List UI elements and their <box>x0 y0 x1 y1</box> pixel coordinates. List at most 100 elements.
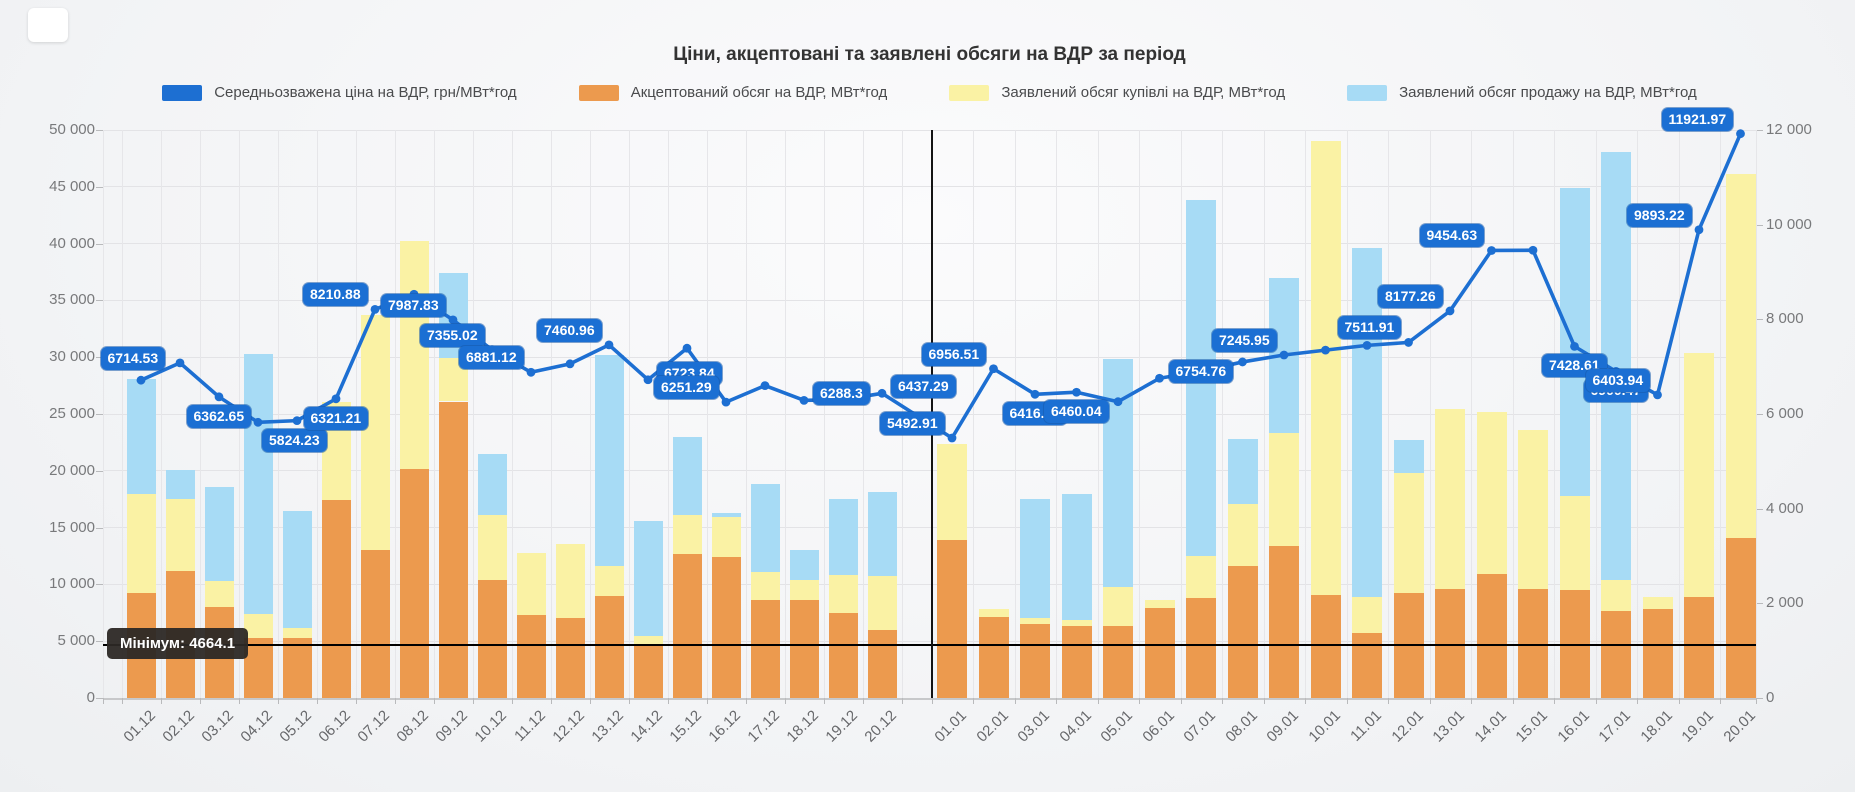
bar-sale-declared[interactable] <box>165 469 195 500</box>
bar-purchase-declared[interactable] <box>1642 596 1673 610</box>
price-point-label[interactable]: 6321.21 <box>303 406 369 430</box>
bar-purchase-declared[interactable] <box>978 609 1009 618</box>
bar-purchase-declared[interactable] <box>399 241 429 469</box>
bar-purchase-declared[interactable] <box>1103 586 1133 627</box>
price-point[interactable] <box>760 381 770 390</box>
bar-accepted[interactable] <box>1144 608 1175 698</box>
bar-accepted[interactable] <box>1310 594 1341 698</box>
legend-item-1[interactable]: Акцептований обсяг на ВДР, МВт*год <box>578 84 887 101</box>
bar-sale-declared[interactable] <box>633 520 663 636</box>
bar-accepted[interactable] <box>978 617 1009 698</box>
price-point[interactable] <box>1528 245 1538 255</box>
legend-item-price[interactable]: Середньозважена ціна на ВДР, грн/МВт*год <box>162 84 517 101</box>
bar-purchase-declared[interactable] <box>243 613 273 638</box>
bar-purchase-declared[interactable] <box>360 315 390 551</box>
bar-accepted[interactable] <box>711 557 741 698</box>
bar-accepted[interactable] <box>1518 588 1548 698</box>
bar-sale-declared[interactable] <box>126 378 156 494</box>
bar-sale-declared[interactable] <box>711 512 741 518</box>
price-point-label[interactable]: 6754.76 <box>1168 360 1234 384</box>
bar-accepted[interactable] <box>1476 574 1507 698</box>
price-point[interactable] <box>1694 225 1704 235</box>
price-point-label[interactable]: 9893.22 <box>1627 203 1692 227</box>
bar-accepted[interactable] <box>1061 626 1092 698</box>
price-point[interactable] <box>214 392 224 402</box>
price-point[interactable] <box>1072 387 1081 397</box>
bar-sale-declared[interactable] <box>1559 187 1590 496</box>
price-point[interactable] <box>370 304 380 314</box>
bar-purchase-declared[interactable] <box>1476 411 1507 575</box>
price-point-label[interactable]: 8177.26 <box>1378 284 1443 308</box>
price-point[interactable] <box>643 375 653 385</box>
price-point[interactable] <box>565 359 575 369</box>
bar-accepted[interactable] <box>750 600 780 698</box>
bar-accepted[interactable] <box>867 629 897 698</box>
bar-sale-declared[interactable] <box>750 484 780 572</box>
price-point[interactable] <box>1155 373 1164 383</box>
bar-purchase-declared[interactable] <box>282 627 312 638</box>
bar-accepted[interactable] <box>1227 566 1258 698</box>
bar-accepted[interactable] <box>399 468 429 698</box>
bar-sale-declared[interactable] <box>828 499 858 576</box>
bar-purchase-declared[interactable] <box>1352 596 1382 634</box>
price-point-label[interactable]: 7355.02 <box>420 323 485 347</box>
price-point-label[interactable]: 6714.53 <box>100 347 166 371</box>
price-point-label[interactable]: 6403.94 <box>1585 368 1651 392</box>
bar-accepted[interactable] <box>1020 624 1050 698</box>
price-point[interactable] <box>1030 389 1040 399</box>
bar-purchase-declared[interactable] <box>828 575 858 613</box>
price-point-label[interactable]: 7245.95 <box>1212 329 1277 353</box>
price-point[interactable] <box>947 433 957 443</box>
bar-purchase-declared[interactable] <box>1144 600 1175 609</box>
bar-accepted[interactable] <box>1642 609 1673 698</box>
bar-sale-declared[interactable] <box>282 510 312 628</box>
bar-purchase-declared[interactable] <box>1227 503 1258 567</box>
price-point[interactable] <box>175 358 185 368</box>
bar-accepted[interactable] <box>555 618 585 698</box>
bar-accepted[interactable] <box>477 579 507 698</box>
price-point-label[interactable]: 11921.97 <box>1661 107 1734 131</box>
bar-accepted[interactable] <box>438 401 468 698</box>
price-point[interactable] <box>1238 357 1247 367</box>
bar-purchase-declared[interactable] <box>789 579 819 601</box>
bar-accepted[interactable] <box>594 595 624 698</box>
price-point[interactable] <box>1487 246 1496 255</box>
bar-purchase-declared[interactable] <box>204 580 234 608</box>
price-point-label[interactable]: 6251.29 <box>654 376 719 400</box>
bar-accepted[interactable] <box>282 637 312 698</box>
bar-purchase-declared[interactable] <box>1559 495 1590 591</box>
price-point-label[interactable]: 5492.91 <box>880 412 945 435</box>
price-point-label[interactable]: 6460.04 <box>1044 400 1109 424</box>
price-point[interactable] <box>1445 306 1455 316</box>
bar-accepted[interactable] <box>360 550 390 698</box>
bar-accepted[interactable] <box>789 600 819 698</box>
price-point[interactable] <box>799 395 809 405</box>
price-point-label[interactable]: 7460.96 <box>537 318 602 342</box>
bar-purchase-declared[interactable] <box>937 443 967 541</box>
bar-purchase-declared[interactable] <box>750 571 780 601</box>
bar-purchase-declared[interactable] <box>1435 409 1465 589</box>
price-point[interactable] <box>1404 338 1413 347</box>
price-point[interactable] <box>721 397 731 407</box>
bar-sale-declared[interactable] <box>1061 493 1092 620</box>
bar-purchase-declared[interactable] <box>633 635 663 645</box>
price-point[interactable] <box>682 343 692 353</box>
price-point[interactable] <box>526 367 536 377</box>
bar-accepted[interactable] <box>633 644 663 698</box>
bar-accepted[interactable] <box>828 612 858 698</box>
price-point[interactable] <box>989 364 998 374</box>
bar-purchase-declared[interactable] <box>672 515 702 554</box>
bar-accepted[interactable] <box>1435 588 1465 698</box>
bar-sale-declared[interactable] <box>243 353 273 614</box>
price-point-label[interactable]: 8210.88 <box>303 283 368 307</box>
bar-purchase-declared[interactable] <box>1393 473 1424 594</box>
bar-accepted[interactable] <box>1601 610 1631 698</box>
bar-accepted[interactable] <box>937 540 967 698</box>
bar-purchase-declared[interactable] <box>867 576 897 630</box>
bar-purchase-declared[interactable] <box>1684 352 1714 597</box>
bar-accepted[interactable] <box>1725 537 1756 698</box>
bar-sale-declared[interactable] <box>672 436 702 516</box>
price-point[interactable] <box>877 388 887 398</box>
price-point[interactable] <box>1653 390 1662 400</box>
bar-accepted[interactable] <box>1103 626 1133 698</box>
